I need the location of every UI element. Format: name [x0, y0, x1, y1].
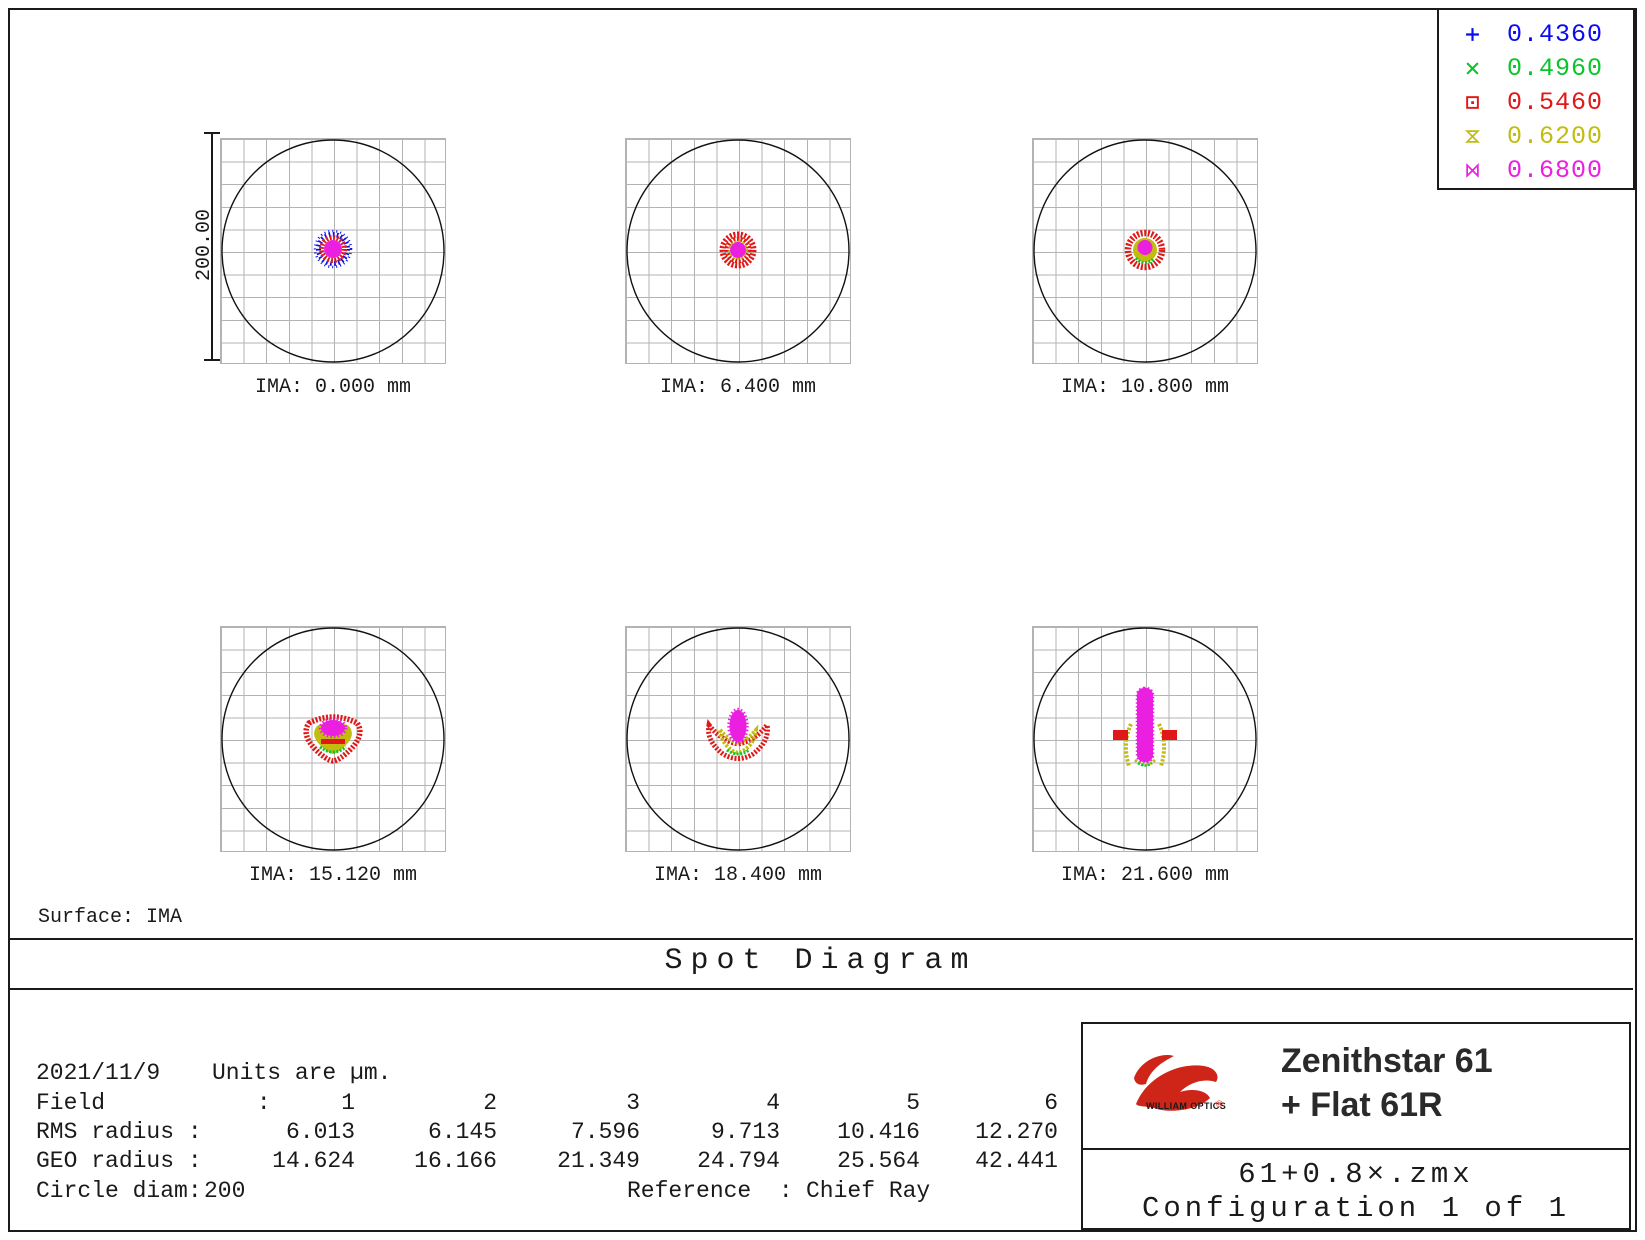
ima-label: IMA: 21.600 mm	[1060, 864, 1230, 887]
field-number: 4	[766, 1090, 780, 1116]
product-name-line1: Zenithstar 61	[1281, 1042, 1493, 1080]
wavelength-value: 0.6200	[1506, 121, 1603, 151]
product-name-line2: + Flat 61R	[1281, 1086, 1443, 1124]
spot-panel-field-4: IMA: 15.120 mm	[220, 626, 446, 887]
field-number: 3	[626, 1090, 640, 1116]
field-circle-and-spot	[626, 627, 850, 851]
square-dot-marker-icon	[1466, 95, 1479, 109]
field-circle-and-spot	[221, 627, 445, 851]
wavelength-value: 0.4960	[1506, 53, 1603, 83]
hourglass-marker-icon	[1465, 129, 1480, 143]
geo-value: 14.624	[272, 1148, 355, 1174]
title-block-divider	[1081, 1148, 1631, 1150]
lens-file-name: 61+0.8×.zmx	[1238, 1158, 1474, 1191]
field-number: 1	[341, 1090, 355, 1116]
spot-cluster	[719, 231, 757, 269]
title-divider-top	[8, 938, 1633, 940]
rms-row-label: RMS radius :	[36, 1119, 202, 1145]
circle-diam-value: 200	[204, 1178, 246, 1204]
reference-label: Reference :	[627, 1178, 793, 1204]
spot-cluster	[1124, 229, 1166, 271]
bowtie-marker-icon	[1466, 162, 1479, 178]
field-number: 6	[1044, 1090, 1058, 1116]
william-optics-logo	[1134, 1054, 1218, 1111]
report-date: 2021/11/9	[36, 1060, 161, 1086]
rms-value: 12.270	[975, 1119, 1058, 1145]
legend-row: 0.5460	[1439, 85, 1633, 119]
field-number: 2	[483, 1090, 497, 1116]
geo-value: 16.166	[414, 1148, 497, 1174]
legend-row: 0.4360	[1439, 17, 1633, 51]
configuration-label: Configuration 1 of 1	[1141, 1192, 1571, 1225]
ima-label: IMA: 6.400 mm	[659, 376, 817, 399]
ima-label: IMA: 0.000 mm	[254, 376, 412, 399]
outer-frame	[8, 8, 1637, 1232]
ima-label: IMA: 10.800 mm	[1060, 376, 1230, 399]
ima-label: IMA: 15.120 mm	[248, 864, 418, 887]
field-circle-and-spot	[626, 139, 850, 363]
scale-bar-cap-top	[204, 132, 220, 134]
wavelength-value: 0.4360	[1506, 19, 1603, 49]
spot-panel-field-3: IMA: 10.800 mm	[1032, 138, 1258, 399]
brand-name: WILLIAM OPTICS	[1146, 1101, 1227, 1111]
rms-value: 7.596	[570, 1119, 640, 1145]
field-circle-and-spot	[1033, 139, 1257, 363]
rms-value: 6.145	[427, 1119, 497, 1145]
circle-diam-label: Circle diam:	[36, 1178, 202, 1204]
cross-marker-icon	[1466, 61, 1479, 75]
legend-row: 0.6200	[1439, 119, 1633, 153]
surface-label: Surface: IMA	[38, 906, 183, 929]
spot-cluster	[313, 229, 353, 269]
legend-row: 0.6800	[1439, 153, 1633, 187]
spot-panel-field-5: IMA: 18.400 mm	[625, 626, 851, 887]
units-note: Units are µm.	[212, 1060, 392, 1086]
title-divider-bottom	[8, 988, 1633, 990]
geo-value: 24.794	[697, 1148, 780, 1174]
rms-value: 9.713	[710, 1119, 780, 1145]
scale-bar	[211, 132, 213, 361]
legend-row: 0.4960	[1439, 51, 1633, 85]
spot-panel-field-6: IMA: 21.600 mm	[1032, 626, 1258, 887]
geo-row-label: GEO radius :	[36, 1148, 202, 1174]
registered-mark: ®	[1216, 1099, 1223, 1109]
geo-value: 42.441	[975, 1148, 1058, 1174]
wavelength-value: 0.6800	[1506, 155, 1603, 185]
field-row-label: Field :	[36, 1090, 271, 1116]
reference-value: Chief Ray	[806, 1178, 931, 1204]
geo-value: 25.564	[837, 1148, 920, 1174]
spot-cluster	[1113, 686, 1177, 767]
spot-cluster	[303, 714, 363, 764]
rms-value: 10.416	[837, 1119, 920, 1145]
spot-cluster	[706, 707, 770, 761]
scale-bar-label: 200.00	[193, 209, 216, 282]
wavelength-legend: 0.4360 0.4960 0.5460 0.6200 0.6800	[1437, 8, 1635, 190]
field-circle-and-spot	[221, 139, 445, 363]
ima-label: IMA: 18.400 mm	[653, 864, 823, 887]
spot-panel-field-1: IMA: 0.000 mm	[220, 138, 446, 399]
wavelength-value: 0.5460	[1506, 87, 1603, 117]
rms-value: 6.013	[285, 1119, 355, 1145]
plus-marker-icon	[1466, 27, 1479, 41]
geo-value: 21.349	[557, 1148, 640, 1174]
field-number: 5	[906, 1090, 920, 1116]
spot-panel-field-2: IMA: 6.400 mm	[625, 138, 851, 399]
page-title: Spot Diagram	[664, 944, 977, 978]
field-circle-and-spot	[1033, 627, 1257, 851]
scale-bar-cap-bottom	[204, 359, 220, 361]
